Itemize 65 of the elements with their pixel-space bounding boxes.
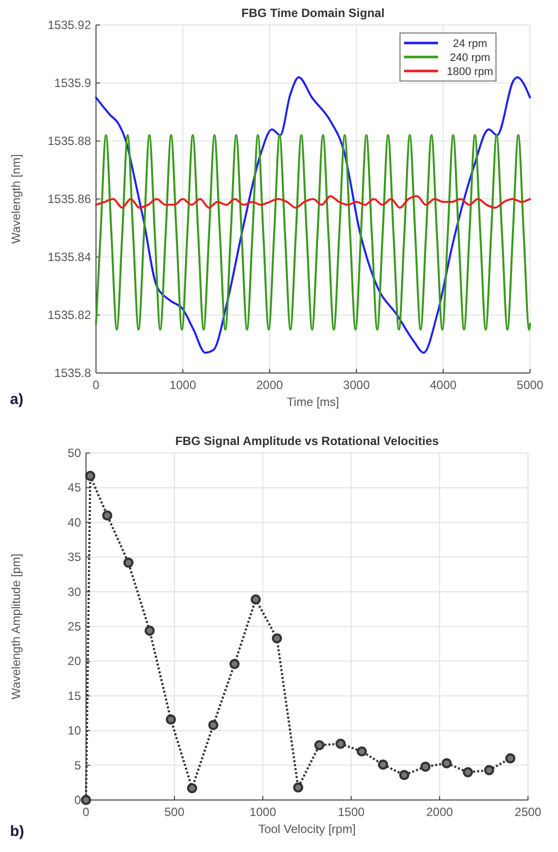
y-tick-label: 15 xyxy=(68,688,82,703)
line-series xyxy=(95,134,531,330)
y-tick-label: 20 xyxy=(68,654,82,668)
point xyxy=(144,626,155,636)
y-tick-label: 1535.86 xyxy=(48,192,92,206)
x-tick-label: 4000 xyxy=(430,378,457,392)
point xyxy=(229,658,240,670)
x-tick-label: 2500 xyxy=(514,805,542,819)
point xyxy=(293,782,304,793)
x-axis-title: Tool Velocity [rpm] xyxy=(258,822,356,836)
point xyxy=(484,765,494,776)
point xyxy=(272,633,282,644)
point xyxy=(378,760,388,770)
y-tick-label: 1535.82 xyxy=(48,308,92,322)
legend-label: 240 rpm xyxy=(450,52,490,64)
chart-title: FBG Signal Amplitude vs Rotational Velocities xyxy=(175,434,440,448)
y-tick-label: 1535.88 xyxy=(48,134,92,148)
point xyxy=(80,794,92,806)
x-tick-label: 1000 xyxy=(249,805,276,819)
y-tick-label: 1535.84 xyxy=(48,250,92,264)
x-tick-label: 1000 xyxy=(169,378,196,392)
y-axis-title: Wavelength Amplitude [pm] xyxy=(9,554,23,700)
y-tick-label: 5 xyxy=(74,758,82,772)
y-tick-label: 1535.8 xyxy=(54,366,92,380)
point xyxy=(123,558,134,568)
chart-title: FBG Time Domain Signal xyxy=(241,6,385,20)
point xyxy=(166,714,176,725)
y-tick-label: 30 xyxy=(68,584,82,599)
x-tick-label: 2000 xyxy=(426,805,454,819)
text: b) xyxy=(10,823,24,840)
legend-label: 24 rpm xyxy=(452,38,488,50)
point xyxy=(208,720,218,730)
x-tick-label: 2000 xyxy=(256,378,284,392)
x-tick-label: 1500 xyxy=(338,805,365,819)
y-tick-label: 1535.9 xyxy=(54,76,92,90)
point xyxy=(186,783,198,794)
x-tick-label: 3000 xyxy=(343,378,370,392)
x-axis-title: Time [ms] xyxy=(286,395,340,409)
y-tick-label: 25 xyxy=(68,620,82,634)
point xyxy=(356,746,367,757)
x-tick-label: 0 xyxy=(92,378,100,392)
y-tick-label: 45 xyxy=(68,480,82,495)
legend-label: 1800 rpm xyxy=(446,66,494,78)
point xyxy=(102,510,112,521)
line-series xyxy=(95,195,531,209)
x-tick-label: 500 xyxy=(164,805,185,819)
y-tick-label: 50 xyxy=(68,446,82,460)
point xyxy=(462,767,473,778)
x-tick-label: 5000 xyxy=(516,378,544,392)
point xyxy=(420,762,431,772)
line-series xyxy=(95,76,531,354)
point xyxy=(399,770,410,780)
text: a) xyxy=(10,391,24,408)
y-tick-label: 10 xyxy=(68,724,82,738)
y-tick-label: 35 xyxy=(68,550,82,564)
y-tick-label: 40 xyxy=(68,515,82,530)
point xyxy=(505,753,516,764)
point xyxy=(250,594,261,605)
y-tick-label: 1535.92 xyxy=(48,18,92,32)
point xyxy=(314,740,324,750)
y-tick-label: 0 xyxy=(74,793,82,807)
point xyxy=(442,758,452,768)
point xyxy=(85,470,96,481)
y-axis-title: Wavelength [nm] xyxy=(9,154,23,244)
point xyxy=(335,738,346,749)
